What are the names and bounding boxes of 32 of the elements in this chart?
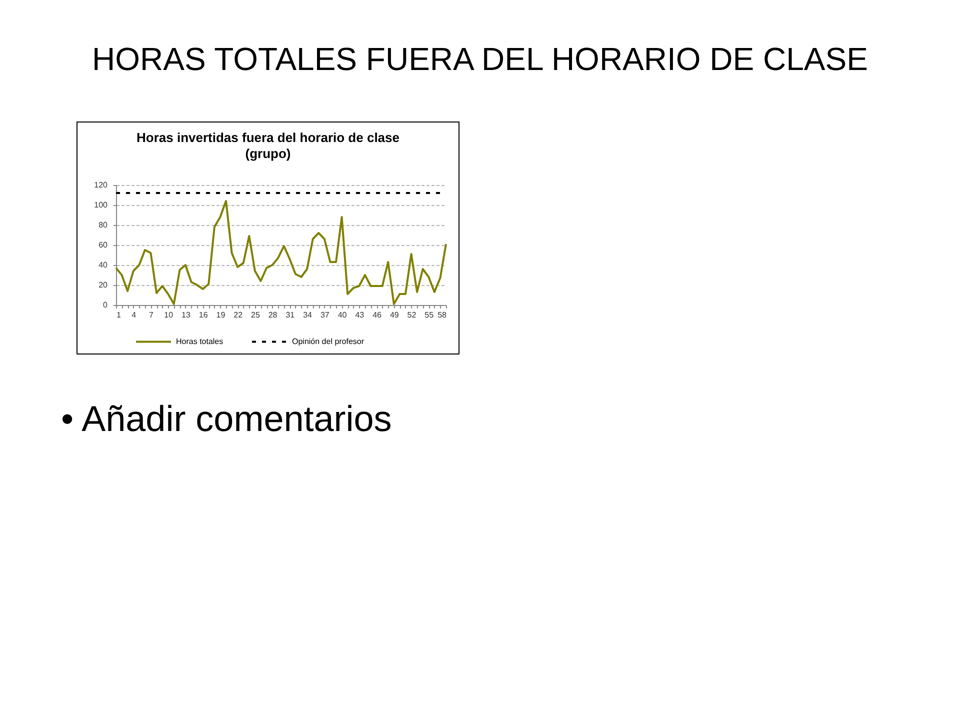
x-tick-label: 52 (407, 310, 417, 320)
x-tick-label: 31 (286, 310, 296, 320)
x-tick-label: 58 (438, 310, 448, 320)
chart-title: HORAS TOTALES FUERA DEL HORARIO DE CLASE (92, 41, 868, 77)
legend-label: Opinión del profesor (292, 336, 364, 346)
x-tick-label: 19 (216, 310, 226, 320)
y-tick-label: 60 (98, 240, 108, 250)
y-tick-label: 40 (98, 260, 108, 270)
x-tick-label: 7 (149, 310, 154, 320)
x-tick-label: 10 (164, 310, 174, 320)
legend-label: Horas totales (176, 336, 224, 346)
x-tick-label: 46 (372, 310, 382, 320)
x-tick-label: 49 (390, 310, 400, 320)
y-tick-label: 120 (94, 180, 108, 190)
chart-subtitle: Horas invertidas fuera del horario de clase (grupo) (136, 130, 400, 161)
x-tick-label: 4 (132, 310, 137, 320)
x-tick-label: 13 (182, 310, 191, 320)
x-tick-label: 37 (320, 310, 330, 320)
y-tick-label: 0 (103, 300, 108, 310)
text: • Añadir comentarios (61, 398, 392, 439)
x-tick-label: 16 (198, 310, 208, 320)
x-tick-label: 28 (268, 310, 278, 320)
x-tick-label: 1 (116, 310, 122, 320)
y-tick-label: 80 (98, 220, 108, 230)
x-tick-label: 43 (355, 310, 365, 320)
x-tick-label: 40 (338, 310, 348, 320)
x-tick-label: 34 (303, 310, 313, 320)
x-tick-label: 55 (424, 310, 434, 320)
y-tick-label: 100 (94, 200, 108, 210)
x-tick-label: 22 (234, 310, 244, 320)
y-tick-label: 20 (98, 280, 108, 290)
x-tick-label: 25 (250, 310, 260, 320)
